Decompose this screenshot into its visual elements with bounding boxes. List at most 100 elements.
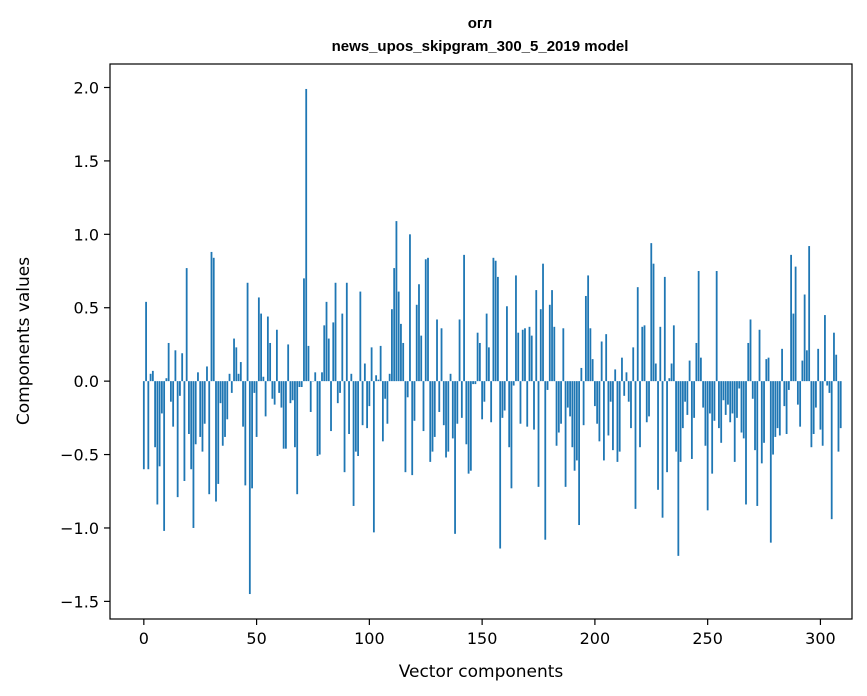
bar-component-195 (582, 381, 585, 426)
bar-component-301 (821, 381, 824, 446)
bar-component-63 (285, 381, 287, 449)
bar-component-37 (226, 381, 229, 420)
bar-component-295 (808, 246, 811, 382)
bar-component-161 (506, 306, 508, 382)
bar-component-83 (330, 381, 332, 432)
bar-component-156 (494, 260, 497, 382)
bar-component-288 (792, 313, 795, 382)
bar-component-308 (837, 381, 840, 452)
bar-component-289 (794, 266, 797, 382)
bar-component-199 (591, 359, 594, 382)
bar-component-94 (354, 381, 357, 452)
x-tick-label: 200 (580, 629, 611, 648)
bar-component-196 (584, 295, 587, 382)
bar-component-204 (603, 381, 605, 461)
bar-component-177 (542, 263, 544, 382)
bar-component-236 (675, 381, 677, 452)
bar-component-4 (151, 370, 154, 382)
y-tick-label: −1.0 (60, 519, 99, 538)
bar-component-216 (630, 381, 632, 429)
bar-component-74 (309, 381, 312, 412)
bar-component-43 (239, 362, 242, 382)
bar-component-107 (384, 381, 387, 399)
bar-component-276 (765, 359, 768, 382)
bar-component-294 (805, 350, 808, 382)
bar-component-261 (731, 381, 734, 414)
bar-component-110 (391, 309, 393, 382)
bar-component-51 (257, 297, 260, 382)
bar-component-183 (555, 381, 558, 446)
bar-component-153 (487, 347, 490, 382)
bar-component-47 (248, 381, 251, 595)
bar-component-281 (776, 381, 779, 429)
bar-component-219 (636, 287, 639, 382)
bar-component-242 (688, 360, 691, 382)
bar-component-269 (749, 319, 752, 382)
bar-component-15 (176, 381, 179, 498)
bar-component-20 (188, 381, 190, 434)
bar-component-182 (553, 326, 556, 382)
bar-component-245 (695, 342, 698, 382)
bar-component-85 (334, 282, 337, 382)
bar-component-205 (605, 334, 608, 382)
bar-component-127 (429, 381, 432, 462)
bar-component-173 (533, 381, 535, 430)
bar-component-214 (625, 372, 628, 382)
bar-component-152 (485, 313, 488, 382)
bar-component-300 (819, 381, 822, 430)
bar-component-61 (280, 381, 283, 408)
bar-component-134 (445, 381, 447, 458)
bar-component-62 (282, 381, 285, 449)
bar-component-8 (160, 381, 163, 414)
bar-component-244 (693, 381, 696, 418)
bar-component-157 (497, 276, 499, 382)
bar-component-45 (244, 381, 247, 486)
bar-component-90 (345, 282, 348, 382)
bar-component-217 (632, 347, 635, 382)
bar-component-266 (742, 381, 745, 439)
bar-component-34 (219, 381, 222, 404)
y-axis-label: Components values (14, 257, 34, 425)
bar-component-228 (657, 381, 659, 490)
y-tick-label: 1.0 (74, 225, 99, 244)
bar-component-299 (817, 348, 820, 382)
bar-component-181 (551, 290, 553, 382)
bar-component-96 (359, 291, 362, 382)
bar-component-304 (828, 381, 831, 393)
bar-component-243 (690, 381, 693, 459)
bar-component-11 (167, 342, 170, 382)
bar-component-38 (228, 373, 231, 382)
bar-component-293 (803, 294, 806, 382)
bar-component-213 (623, 381, 626, 396)
bar-component-155 (492, 257, 495, 382)
bar-component-86 (336, 381, 339, 404)
bar-component-105 (379, 345, 382, 382)
bar-component-309 (839, 381, 842, 429)
bar-component-306 (833, 332, 835, 382)
bar-component-260 (729, 381, 732, 423)
x-axis-label: Vector components (399, 662, 564, 682)
bar-component-192 (575, 381, 578, 461)
bar-component-106 (381, 381, 384, 442)
bar-component-172 (530, 335, 533, 382)
bar-component-283 (781, 348, 783, 382)
bar-component-52 (260, 313, 262, 382)
bar-component-101 (370, 347, 373, 382)
bar-component-82 (327, 338, 330, 382)
bar-component-104 (377, 379, 380, 382)
bar-component-164 (512, 381, 515, 386)
bar-component-158 (499, 381, 502, 549)
bar-component-139 (456, 381, 459, 424)
bar-component-111 (393, 268, 396, 382)
bar-component-178 (544, 381, 547, 540)
bar-component-2 (147, 381, 150, 470)
bar-component-28 (206, 366, 208, 382)
bar-component-114 (400, 323, 402, 382)
bar-component-115 (402, 342, 405, 382)
x-tick-label: 0 (139, 629, 149, 648)
bar-component-124 (422, 381, 425, 432)
bar-component-240 (684, 381, 686, 402)
bar-component-21 (190, 381, 193, 470)
bar-component-66 (291, 381, 294, 401)
